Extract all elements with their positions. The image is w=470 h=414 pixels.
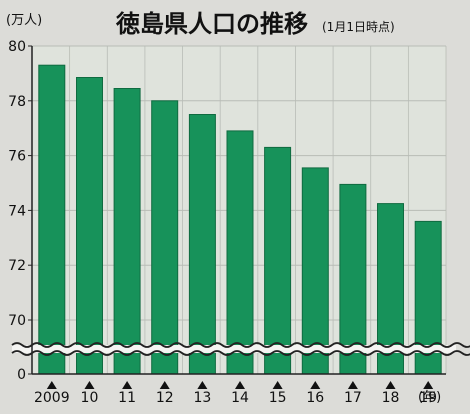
chart-subtitle: (1月1日時点) bbox=[322, 20, 395, 34]
x-tick-label: 14 bbox=[231, 390, 249, 406]
x-tick-label: 2009 bbox=[34, 390, 70, 406]
x-tick-label: 17 bbox=[344, 390, 362, 406]
tick-marker bbox=[84, 381, 95, 389]
bar bbox=[264, 146, 292, 375]
bar bbox=[76, 77, 103, 375]
x-axis-label: (年) bbox=[418, 390, 441, 405]
x-tick-label: 11 bbox=[118, 390, 136, 406]
axis-break-wave bbox=[11, 350, 470, 356]
tick-marker bbox=[235, 381, 245, 389]
bar bbox=[339, 183, 367, 375]
tick-marker bbox=[197, 381, 208, 389]
tick-marker bbox=[159, 381, 170, 389]
bar bbox=[113, 88, 141, 375]
axis-break-wave bbox=[11, 342, 470, 348]
y-tick-label: 76 bbox=[8, 149, 26, 165]
y-tick-label: 70 bbox=[8, 313, 26, 329]
axis-break-band bbox=[12, 345, 456, 353]
bar bbox=[301, 167, 329, 375]
x-tick-label: 13 bbox=[193, 390, 211, 406]
y-axis-label: (万人) bbox=[6, 13, 42, 28]
x-tick-label: 19 bbox=[419, 390, 437, 406]
y-tick-label: 0 bbox=[17, 367, 26, 383]
tick-marker bbox=[385, 381, 396, 389]
bar bbox=[38, 64, 66, 375]
x-tick-label: 10 bbox=[81, 390, 99, 406]
x-tick-label: 15 bbox=[269, 390, 287, 406]
x-tick-label: 16 bbox=[306, 390, 324, 406]
bar bbox=[151, 100, 179, 375]
y-tick-label: 72 bbox=[8, 258, 26, 274]
tick-marker bbox=[272, 381, 283, 389]
tick-marker bbox=[46, 381, 57, 389]
x-tick-label: 18 bbox=[382, 390, 400, 406]
tick-marker bbox=[122, 381, 133, 389]
y-tick-label: 74 bbox=[8, 203, 26, 219]
bar bbox=[188, 114, 216, 375]
bar bbox=[226, 130, 254, 375]
tick-marker bbox=[423, 381, 434, 389]
x-tick-label: 12 bbox=[156, 390, 174, 406]
tick-marker bbox=[310, 381, 321, 389]
chart-title: 徳島県人口の推移 bbox=[115, 10, 308, 38]
y-tick-label: 80 bbox=[8, 39, 26, 55]
y-tick-label: 78 bbox=[8, 94, 26, 110]
tick-marker bbox=[347, 381, 358, 389]
